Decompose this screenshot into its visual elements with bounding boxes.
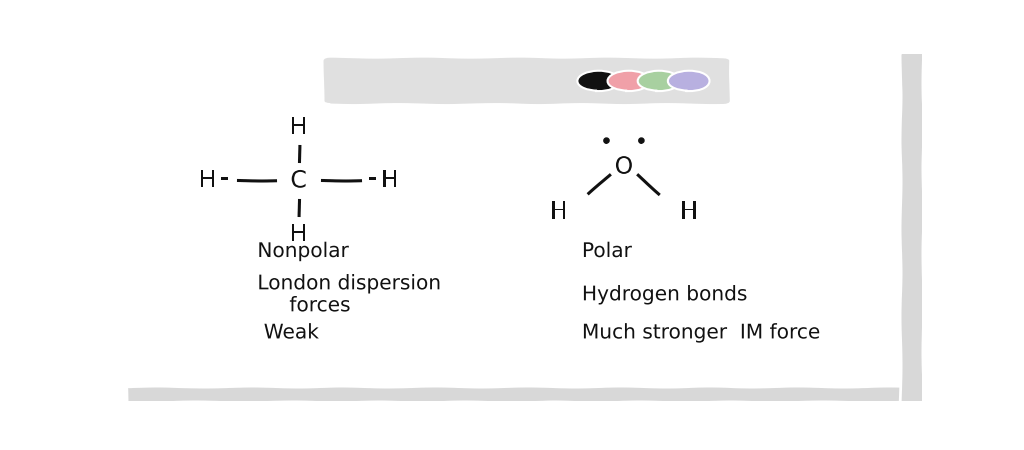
Circle shape (670, 73, 708, 90)
Text: Nonpolar: Nonpolar (257, 242, 349, 261)
Text: H: H (290, 115, 307, 139)
Text: C: C (291, 168, 307, 193)
Text: -: - (220, 166, 229, 192)
Text: London dispersion
     forces: London dispersion forces (257, 274, 441, 315)
Text: O: O (614, 155, 634, 179)
Text: -: - (368, 166, 377, 192)
Text: Polar: Polar (582, 242, 632, 261)
Text: Much stronger  IM force: Much stronger IM force (582, 324, 821, 342)
Text: Hydrogen bonds: Hydrogen bonds (582, 285, 748, 304)
FancyBboxPatch shape (128, 388, 922, 401)
Circle shape (639, 73, 677, 90)
Circle shape (579, 73, 616, 90)
Text: Weak: Weak (257, 324, 319, 342)
Text: H: H (680, 200, 698, 224)
Text: H: H (381, 168, 398, 193)
Text: H: H (199, 168, 216, 193)
Text: H: H (290, 222, 307, 246)
Circle shape (609, 73, 647, 90)
FancyBboxPatch shape (324, 58, 729, 104)
Text: H: H (550, 200, 568, 224)
FancyBboxPatch shape (902, 54, 922, 400)
